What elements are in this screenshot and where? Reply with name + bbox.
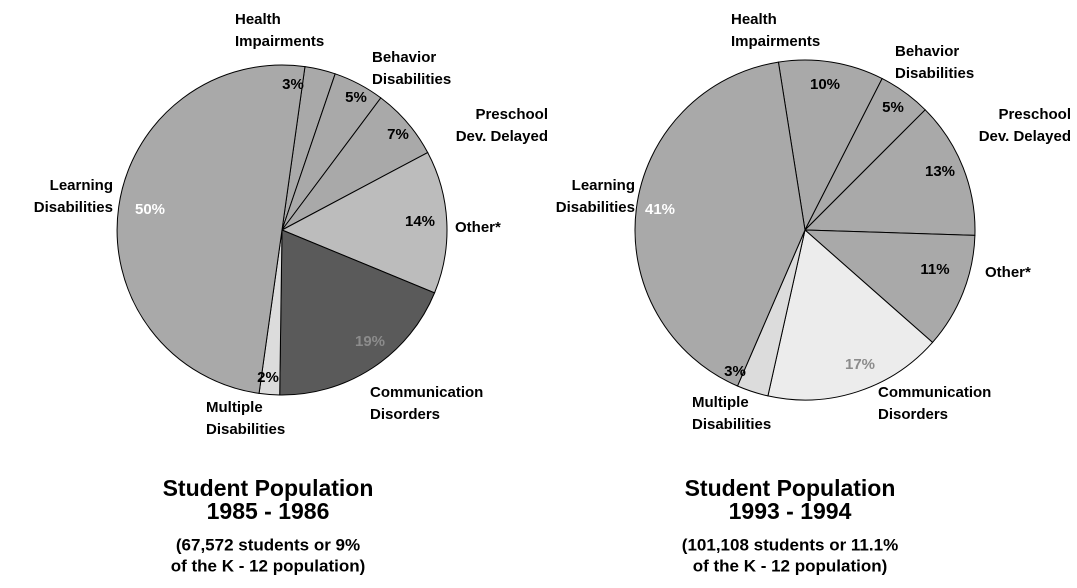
chart-period: 1993 - 1994: [729, 498, 852, 524]
pie-slice: [279, 229, 436, 396]
slice-value-label: 41%: [645, 201, 675, 218]
category-label: Impairments: [731, 33, 820, 50]
category-label: Health: [235, 11, 281, 28]
chart-note: of the K - 12 population): [693, 556, 888, 575]
category-label: Disorders: [878, 406, 948, 423]
category-label: Dev. Delayed: [979, 128, 1071, 145]
chart-period: 1985 - 1986: [207, 498, 330, 524]
category-label: Preschool: [998, 106, 1071, 123]
slice-value-label: 3%: [282, 76, 304, 93]
chart-title: Student Population: [163, 475, 374, 501]
category-label: Disorders: [370, 406, 440, 423]
slice-value-label: 13%: [925, 163, 955, 180]
category-label: Disabilities: [895, 65, 974, 82]
chart-title: Student Population: [685, 475, 896, 501]
slice-value-label: 5%: [345, 89, 367, 106]
slice-value-label: 7%: [387, 126, 409, 143]
slice-value-label: 10%: [810, 76, 840, 93]
category-label: Communication: [878, 384, 991, 401]
category-label: Communication: [370, 384, 483, 401]
category-label: Other*: [985, 264, 1031, 281]
category-label: Preschool: [475, 106, 548, 123]
category-label: Dev. Delayed: [456, 128, 548, 145]
slice-value-label: 5%: [882, 99, 904, 116]
chart-note: of the K - 12 population): [171, 556, 366, 575]
category-label: Multiple: [206, 399, 263, 416]
category-label: Behavior: [372, 49, 436, 66]
pie-slice: [777, 59, 883, 232]
pie-slice: [767, 229, 934, 401]
slice-value-label: 3%: [724, 363, 746, 380]
slice-value-label: 50%: [135, 201, 165, 218]
pie-slice: [280, 151, 448, 294]
pie-slice: [803, 229, 976, 344]
pie-slice: [634, 61, 806, 387]
pie-slice: [803, 109, 976, 236]
category-label: Impairments: [235, 33, 324, 50]
category-label: Learning: [572, 177, 635, 194]
chart-note: (101,108 students or 11.1%: [682, 535, 898, 554]
category-label: Multiple: [692, 394, 749, 411]
slice-value-label: 2%: [257, 369, 279, 386]
category-label: Disabilities: [34, 199, 113, 216]
category-label: Disabilities: [556, 199, 635, 216]
category-label: Other*: [455, 219, 501, 236]
slice-value-label: 14%: [405, 213, 435, 230]
category-label: Disabilities: [206, 421, 285, 438]
slice-value-label: 11%: [920, 261, 949, 278]
category-label: Health: [731, 11, 777, 28]
slice-value-label: 19%: [355, 333, 385, 350]
slice-value-label: 17%: [845, 356, 875, 373]
category-label: Learning: [50, 177, 113, 194]
category-label: Disabilities: [372, 71, 451, 88]
category-label: Disabilities: [692, 416, 771, 433]
chart-note: (67,572 students or 9%: [176, 535, 360, 554]
pie-slice: [116, 64, 306, 394]
category-label: Behavior: [895, 43, 959, 60]
